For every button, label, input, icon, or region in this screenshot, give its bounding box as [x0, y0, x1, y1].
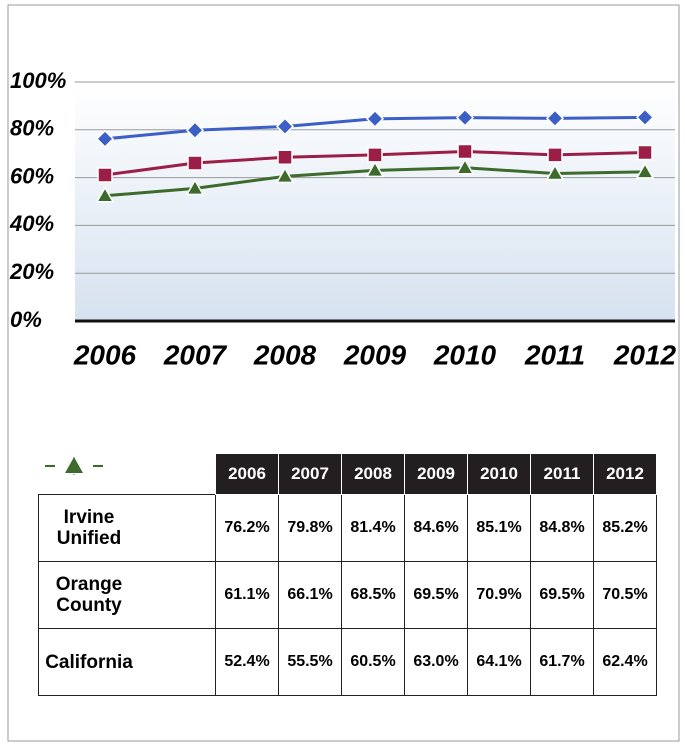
value-cell: 84.6%	[404, 494, 468, 562]
column-header: 2010	[467, 453, 531, 495]
legend-label: Irvine Unified	[56, 507, 122, 549]
value-cell: 79.8%	[278, 494, 342, 562]
marker	[545, 109, 565, 128]
column-header: 2008	[341, 453, 405, 495]
marker	[635, 108, 655, 127]
x-tick-label: 2010	[433, 339, 497, 370]
value-cell: 66.1%	[278, 561, 342, 629]
marker	[635, 162, 655, 179]
column-header: 2007	[278, 453, 342, 495]
value-cell: 60.5%	[341, 628, 405, 696]
marker	[187, 155, 203, 171]
column-header: 2009	[404, 453, 468, 495]
marker	[545, 164, 565, 181]
legend-label: California	[45, 651, 133, 673]
table-row: California 52.4% 55.5% 60.5% 63.0% 64.1% 61.7%…	[38, 456, 657, 696]
x-tick-label: 2011	[524, 339, 585, 370]
x-tick-label: 2006	[73, 339, 137, 370]
data-table: 2006 2007 2008 2009 2010 2011 2012 Irvine Unifi…	[38, 453, 657, 696]
legend-label: Orange County	[55, 574, 123, 616]
value-cell: 84.8%	[530, 494, 594, 562]
value-cell: 76.2%	[215, 494, 279, 562]
marker	[455, 108, 475, 127]
value-cell: 69.5%	[404, 561, 468, 629]
row-header: California	[38, 456, 216, 696]
marker	[455, 158, 475, 175]
frame	[7, 4, 680, 742]
value-cell: 63.0%	[404, 628, 468, 696]
marker	[365, 160, 385, 178]
marker	[275, 166, 295, 184]
marker	[457, 143, 473, 160]
x-tick-label: 2009	[343, 339, 407, 370]
marker	[367, 147, 383, 163]
value-cell: 61.1%	[215, 561, 279, 629]
value-cell: 62.4%	[593, 628, 657, 696]
value-cell: 85.2%	[593, 494, 657, 562]
y-tick-label: 60%	[10, 163, 54, 188]
x-tick-label: 2012	[613, 339, 677, 370]
marker	[95, 186, 115, 203]
value-cell: 61.7%	[530, 628, 594, 696]
value-cell: 55.5%	[278, 628, 342, 696]
y-tick-label: 100%	[10, 68, 66, 93]
y-tick-label: 80%	[10, 116, 54, 141]
marker	[365, 109, 385, 128]
value-cell: 68.5%	[341, 561, 405, 629]
y-tick-label: 0%	[10, 307, 42, 332]
marker	[275, 117, 295, 136]
value-cell: 52.4%	[215, 628, 279, 696]
marker	[637, 144, 653, 161]
row-header: Irvine Unified	[38, 456, 216, 562]
column-header: 2011	[530, 453, 594, 495]
marker	[547, 147, 563, 163]
marker	[185, 178, 205, 196]
y-tick-label: 40%	[9, 211, 54, 236]
table-row: Irvine Unified 76.2% 79.8% 81.4% 84.6% 85.1% 8…	[38, 456, 657, 562]
table-row: Orange County 61.1% 66.1% 68.5% 69.5% 70.9% 69…	[38, 457, 657, 629]
marker	[64, 456, 83, 473]
x-tick-label: 2008	[253, 339, 317, 370]
row-header: Orange County	[38, 457, 216, 629]
value-cell: 70.5%	[593, 561, 657, 629]
value-cell: 85.1%	[467, 494, 531, 562]
marker	[97, 167, 113, 183]
header-row: 2006 2007 2008 2009 2010 2011 2012	[39, 453, 657, 495]
value-cell: 64.1%	[467, 628, 531, 696]
marker	[95, 129, 115, 148]
y-tick-label: 20%	[9, 259, 54, 284]
marker	[185, 121, 205, 140]
x-tick-label: 2007	[163, 339, 228, 370]
value-cell: 81.4%	[341, 494, 405, 562]
value-cell: 70.9%	[467, 561, 531, 629]
legend-icon	[44, 456, 103, 474]
marker	[277, 149, 293, 166]
value-cell: 69.5%	[530, 561, 594, 629]
column-header: 2012	[593, 453, 657, 495]
column-header: 2006	[215, 453, 279, 495]
